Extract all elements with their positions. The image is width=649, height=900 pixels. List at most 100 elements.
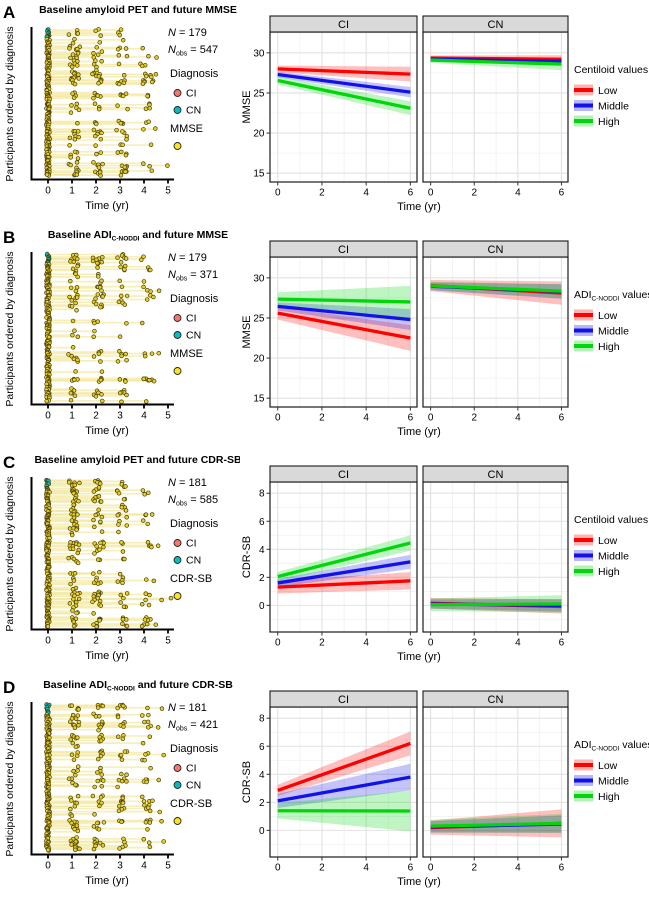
y-tick-label: 25 [253,88,265,99]
legend-label-low: Low [598,85,618,97]
right-x-axis-label: Time (yr) [397,876,441,888]
ribbon-CI-middle [277,763,411,808]
facet-strip-CN [422,240,569,258]
y-tick-label: 15 [253,394,265,405]
legend-label-middle: Middle [598,326,629,338]
x-tick-label: 0 [275,413,281,424]
facet-CN: CN 0 2 4 6 [422,15,569,199]
diagnosis-legend-title: Diagnosis [170,518,219,530]
diagnosis-cn-label: CN [186,780,201,792]
y-tick-label: 2 [259,798,265,809]
facet-CI: CI 0 2 4 6 0 2 4 6 8 [259,690,418,874]
panel-B-right: CI 0 2 4 6 15 20 25 30 CN 0 2 4 6 MMSE Time (yr) ADIC-NO… [241,240,649,438]
facet-CI: CI 0 2 4 6 15 20 25 30 [253,240,418,424]
y-tick-label: 4 [259,545,265,556]
x-tick-label: 2 [93,861,99,872]
legend-key-line-low [574,763,593,767]
baseline-points [44,27,52,178]
diagnosis-legend-title: Diagnosis [170,293,219,305]
x-tick-label: 5 [165,186,171,197]
y-tick-label: 0 [259,826,265,837]
x-tick-label: 5 [165,411,171,422]
panel-letter: C [3,453,15,472]
facet-strip-CN [422,690,569,708]
x-tick-label: 6 [408,638,414,649]
values-legend-title: ADIC-NODDI​ values [574,739,649,753]
right-y-axis-label: MMSE [241,316,253,349]
x-tick-label: 2 [319,188,325,199]
legend-key-line-middle [574,553,593,558]
legend-key-line-middle [574,103,593,108]
diagnosis-ci-swatch [173,89,182,97]
y-tick-label: 25 [253,313,265,324]
facet-CN: CN 0 2 4 6 [422,240,569,424]
diagnosis-legend-title: Diagnosis [170,68,219,80]
followup-points [66,702,166,853]
followup-points [66,478,174,629]
legend-key-line-high [574,119,593,123]
panel-C-left: C Baseline amyloid PET and future CDR-SB P… [3,453,240,662]
y-tick-label: 8 [259,489,265,500]
left-x-axis-label: Time (yr) [85,875,129,887]
left-y-axis-label: Participants ordered by diagnosis [4,251,16,406]
panel-letter: A [3,3,15,22]
x-tick-label: 4 [141,186,147,197]
spaghetti-plot-B: B Baseline ADIC-NODDI​ and future MMSE Par… [3,228,228,437]
y-tick-label: 2 [259,573,265,584]
right-x-axis-label: Time (yr) [397,201,441,213]
panel-C-right: CI 0 2 4 6 0 2 4 6 8 CN 0 2 4 6 CDR-SB Time (yr) Centiloi… [241,465,648,663]
spaghetti-plot-C: C Baseline amyloid PET and future CDR-SB P… [3,453,240,662]
diagnosis-ci-swatch [173,539,182,547]
diagnosis-ci-label: CI [186,313,197,325]
x-tick-label: 2 [93,636,99,647]
x-tick-label: 4 [141,411,147,422]
x-tick-label: 3 [117,861,123,872]
x-tick-label: 0 [45,636,51,647]
x-tick-label: 4 [515,413,521,424]
right-y-axis-label: CDR-SB [241,536,253,578]
panel-title: Baseline ADIC-NODDI​ and future CDR-SB [43,679,233,693]
y-tick-label: 6 [259,742,265,753]
x-tick-label: 6 [559,413,565,424]
x-tick-label: 4 [363,413,369,424]
diagnosis-ci-label: CI [186,763,197,775]
model-plot-A: CI 0 2 4 6 15 20 25 30 CN 0 2 4 6 MMSE Time (yr) Centilo… [241,15,648,213]
legend-key-line-low [574,538,593,542]
legend-label-middle: Middle [598,776,629,788]
x-tick-label: 4 [515,863,521,874]
y-tick-label: 30 [253,273,265,284]
facet-label-CN: CN [488,694,504,706]
model-plot-D: CI 0 2 4 6 0 2 4 6 8 CN 0 2 4 6 CDR-SB Time (yr) ADIC-NOD… [241,690,649,888]
facet-CN: CN 0 2 4 6 [422,690,569,874]
values-legend-title: ADIC-NODDI​ values [574,289,649,303]
left-x-axis-label: Time (yr) [85,425,129,437]
panel-title: Baseline amyloid PET and future CDR-SB [34,454,240,466]
panel-D-left: D Baseline ADIC-NODDI​ and future CDR-SB P… [3,678,233,887]
nobs-count: Nobs = 371 [168,269,218,283]
y-tick-label: 20 [253,354,265,365]
panel-A-right: CI 0 2 4 6 15 20 25 30 CN 0 2 4 6 MMSE Time (yr) Centilo… [241,15,648,213]
baseline-points [44,702,52,853]
x-tick-label: 6 [559,638,565,649]
y-tick-label: 30 [253,48,265,59]
nobs-count: Nobs = 585 [168,494,218,508]
fit-line-CI-middle [277,560,411,585]
panel-title: Baseline ADIC-NODDI​ and future MMSE [48,229,228,243]
values-legend: ADIC-NODDI​ values Low Middle High [574,739,649,803]
diagnosis-cn-label: CN [186,555,201,567]
outcome-swatch [173,142,182,150]
nobs-count: Nobs = 547 [168,44,218,58]
diagnosis-cn-swatch [173,781,182,789]
x-tick-label: 6 [559,863,565,874]
y-tick-label: 8 [259,714,265,725]
x-tick-label: 0 [45,186,51,197]
facet-label-CN: CN [488,244,504,256]
facet-strip-CI [269,465,418,483]
spaghetti-plot-D: D Baseline ADIC-NODDI​ and future CDR-SB P… [3,678,233,887]
baseline-points [44,251,52,404]
fit-line-CI-low [277,741,411,792]
x-tick-label: 1 [69,411,75,422]
legend-key-line-low [574,88,593,92]
x-tick-label: 2 [471,188,477,199]
x-tick-label: 2 [471,413,477,424]
